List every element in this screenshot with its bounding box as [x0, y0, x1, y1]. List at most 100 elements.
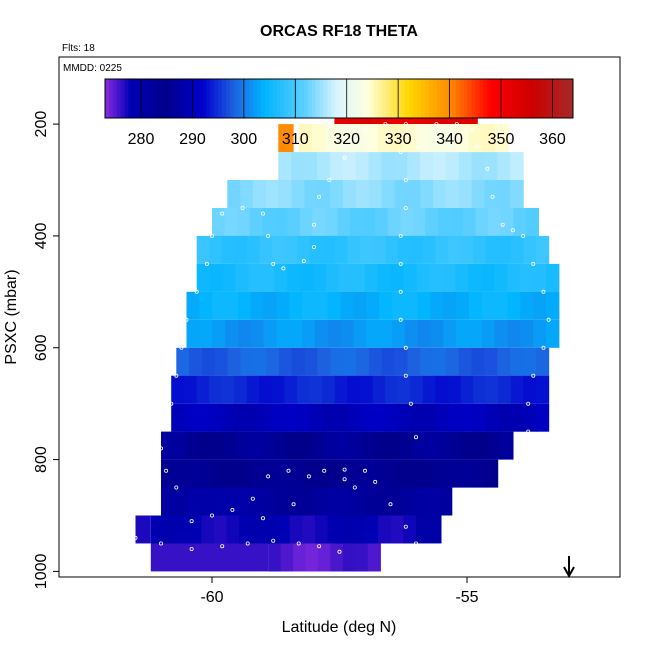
heatmap-cell	[350, 487, 364, 516]
heatmap-cell	[278, 152, 292, 181]
heatmap-cell	[381, 180, 396, 208]
colorbar-segment	[378, 79, 383, 118]
flight-track-point	[342, 467, 347, 472]
flight-track-point	[398, 289, 403, 294]
heatmap-cell	[314, 291, 329, 320]
heatmap-cell	[374, 431, 388, 460]
heatmap-cell	[355, 543, 369, 572]
flight-track-point	[413, 541, 418, 546]
colorbar-segment	[276, 79, 281, 118]
heatmap-cell	[420, 180, 434, 208]
heatmap-cell	[435, 403, 449, 432]
heatmap-cell	[394, 152, 408, 181]
heatmap-cell	[302, 319, 316, 348]
colorbar-segment	[225, 79, 231, 118]
heatmap-cell	[362, 431, 376, 460]
heatmap-cell	[221, 375, 235, 404]
colorbar-segment	[346, 79, 352, 118]
colorbar-segment	[327, 79, 332, 118]
flight-track-point	[245, 541, 250, 546]
colorbar-segment	[315, 79, 320, 118]
heatmap-cell	[546, 291, 560, 320]
colorbar-segment	[510, 79, 515, 118]
heatmap-cell	[468, 319, 483, 348]
heatmap-cell	[225, 459, 240, 488]
heatmap-cell	[278, 180, 293, 208]
heatmap-cell	[429, 263, 443, 292]
heatmap-cell	[473, 235, 487, 264]
heatmap-cell	[262, 208, 276, 236]
heatmap-cell	[250, 319, 265, 348]
heatmap-cell	[404, 319, 419, 348]
heatmap-cell	[251, 515, 265, 544]
heatmap-cell	[397, 375, 411, 404]
heatmap-cell	[438, 208, 452, 236]
heatmap-cell	[375, 208, 389, 236]
heatmap-cell	[347, 235, 361, 264]
heatmap-cell	[362, 208, 376, 236]
flight-track-point	[209, 513, 214, 518]
heatmap-cell	[471, 180, 486, 208]
heatmap-cell	[413, 487, 427, 516]
heatmap-cell	[455, 124, 470, 153]
colorbar-segment	[179, 79, 184, 118]
heatmap-cell	[484, 152, 498, 181]
x-axis: -60 -55	[200, 577, 479, 606]
colorbar-segment	[483, 79, 488, 118]
colorbar-segment	[339, 79, 344, 118]
colorbar-segment	[495, 79, 500, 118]
heatmap-cell	[432, 152, 447, 181]
colorbar-segment	[534, 79, 539, 118]
heatmap-cell	[403, 515, 417, 544]
colorbar-segment	[506, 79, 512, 118]
heatmap-cell	[290, 459, 304, 488]
heatmap-cell	[264, 459, 279, 488]
heatmap-cell	[372, 375, 386, 404]
flight-track-point	[398, 317, 403, 322]
flight-track-point	[541, 289, 546, 294]
colorbar-tick-label: 280	[128, 131, 155, 148]
heatmap-cell	[536, 235, 550, 264]
heatmap-cell	[545, 263, 560, 292]
heatmap-cell	[240, 180, 254, 208]
heatmap-cell	[385, 235, 399, 264]
heatmap-cell	[248, 263, 262, 292]
heatmap-cell	[510, 375, 525, 404]
heatmap-cell	[394, 180, 408, 208]
heatmap-cell	[278, 124, 294, 153]
heatmap-cell	[291, 347, 306, 376]
heatmap-cell	[510, 235, 525, 264]
heatmap-cell	[199, 291, 213, 320]
heatmap-cell	[317, 180, 331, 208]
heatmap-cell	[224, 208, 238, 236]
colorbar-segment	[268, 79, 274, 118]
heatmap-cell	[497, 180, 511, 208]
flight-track-point	[220, 211, 225, 216]
heatmap-cell	[471, 152, 486, 181]
heatmap-cell	[173, 487, 187, 516]
heatmap-cell	[186, 487, 253, 516]
colorbar-segment	[537, 79, 543, 118]
colorbar-segment	[530, 79, 535, 118]
heatmap-cell	[304, 152, 318, 181]
heatmap-cell	[289, 515, 303, 544]
colorbar-segment	[545, 79, 551, 118]
down-arrow-icon	[563, 556, 575, 579]
heatmap-cell	[494, 124, 509, 153]
colorbar-segment	[288, 79, 293, 118]
colorbar-segment	[144, 79, 149, 118]
colorbar-segment	[186, 79, 192, 118]
chart-title: ORCAS RF18 THETA	[260, 23, 418, 40]
colorbar-segment	[253, 79, 258, 118]
colorbar-segment	[471, 79, 476, 118]
heatmap-cell	[494, 263, 508, 292]
heatmap-cell	[237, 319, 252, 348]
colorbar-segment	[296, 79, 301, 118]
flight-track-point	[317, 194, 322, 199]
heatmap-cell	[513, 208, 527, 236]
flight-track-point	[521, 233, 526, 238]
heatmap-cell	[433, 347, 447, 376]
heatmap-cell	[336, 431, 351, 460]
colorbar-segment	[405, 79, 410, 118]
heatmap-cell	[485, 375, 499, 404]
